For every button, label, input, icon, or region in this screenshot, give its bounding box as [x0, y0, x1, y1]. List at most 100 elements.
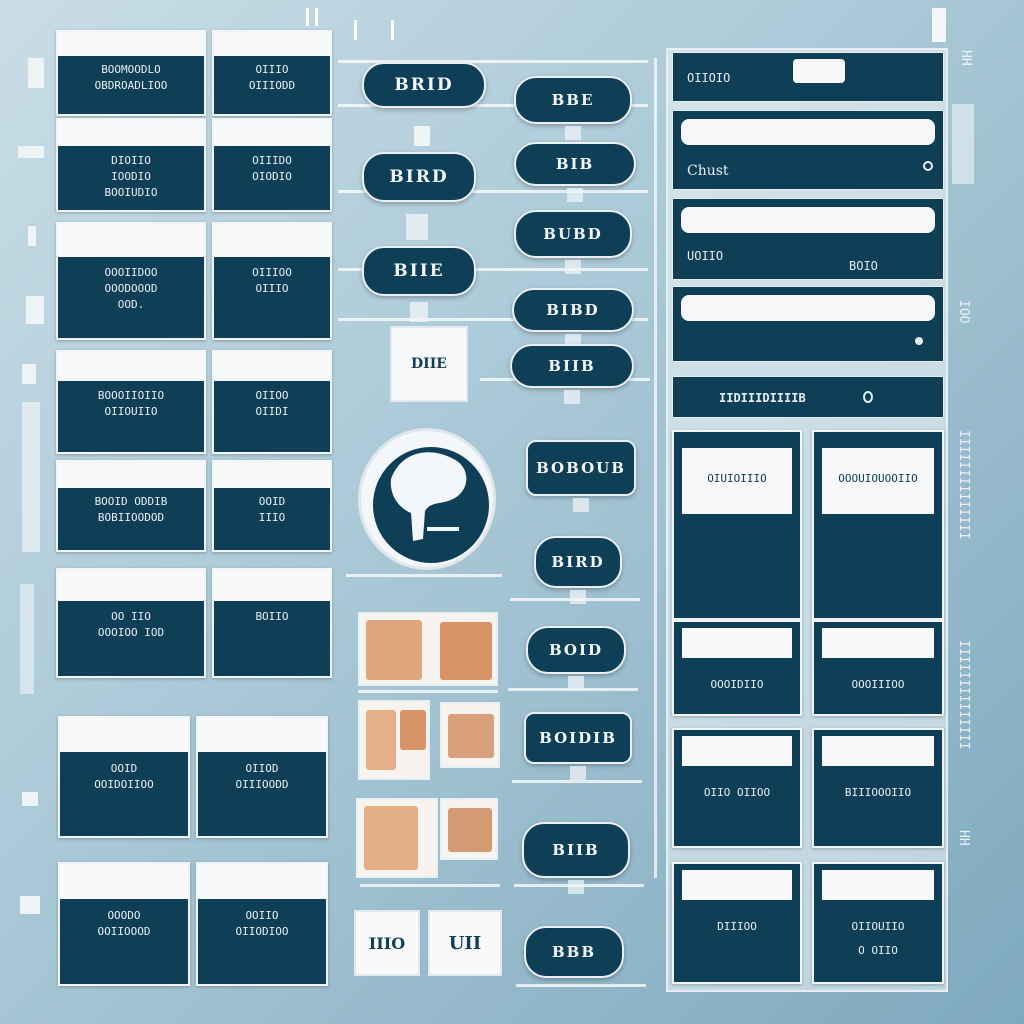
card-text: DIIIOO — [717, 920, 757, 933]
mini-label-card[interactable]: DIIE — [390, 326, 468, 402]
card-text: OOOUIOUOOIIO — [838, 472, 918, 485]
image-thumbnail[interactable] — [440, 798, 498, 860]
input-field[interactable] — [681, 295, 935, 321]
card-header — [214, 224, 330, 257]
glyph-tile[interactable]: IIIO — [354, 910, 420, 976]
panel-row[interactable]: UOIIO BOIO — [672, 198, 944, 280]
card-text: IIIO — [258, 511, 286, 524]
panel-card[interactable]: OOOIIIOO — [812, 620, 944, 716]
avatar[interactable] — [358, 428, 496, 570]
card-header — [822, 870, 934, 900]
card-header — [822, 448, 934, 514]
content-card-secondary[interactable]: OOID IIIO — [212, 460, 332, 552]
node-pill[interactable]: BBE — [514, 76, 632, 124]
content-card[interactable]: BOOOIIOIIO OIIOUIIO — [56, 350, 206, 454]
panel-card[interactable]: OIUIOIIIO — [672, 430, 802, 620]
card-text: OIUIOIIIO — [707, 472, 767, 485]
panel-card[interactable]: BIIIOOOIIO — [812, 728, 944, 848]
card-text: BOBIIOODOD — [97, 511, 165, 524]
connector-stub — [570, 766, 586, 780]
card-header — [822, 736, 934, 766]
panel-card[interactable]: OIIOUIIO O OIIO — [812, 862, 944, 984]
panel-toolbar[interactable]: IIDIIIDIIIIB — [672, 376, 944, 418]
node-pill[interactable]: BIIB — [510, 344, 634, 388]
row-dot — [923, 161, 933, 171]
card-text: O OIIO — [858, 944, 898, 957]
content-card[interactable]: OO IIO OOOIOO IOD — [56, 568, 206, 678]
thumb-swatch — [400, 710, 426, 750]
toolbar-label: IIDIIIDIIIIB — [719, 391, 806, 405]
card-header — [60, 718, 188, 752]
content-card-secondary[interactable]: OIIOO OIIDI — [212, 350, 332, 454]
left-edge-mark — [22, 402, 40, 552]
connector-stub — [565, 260, 581, 274]
card-text: OOIIOOOD — [97, 925, 151, 938]
panel-card[interactable]: OOOUIOUOOIIO — [812, 430, 944, 620]
card-text: OIODIO — [252, 170, 292, 183]
content-card-secondary[interactable]: OOIIO OIIODIOO — [196, 862, 328, 986]
node-pill[interactable]: BIB — [514, 142, 636, 186]
card-text: OO IIO — [111, 610, 151, 623]
card-header — [682, 736, 792, 766]
card-text: BOOMOODLO — [101, 63, 161, 76]
connector-line — [516, 984, 646, 987]
image-thumbnail[interactable] — [440, 702, 500, 768]
content-card-secondary[interactable]: OIIIOO OIIIO — [212, 222, 332, 340]
content-card[interactable]: OOID OOIDOIIOO — [58, 716, 190, 838]
card-header — [60, 864, 188, 899]
row-label: OIIOIO — [687, 71, 731, 85]
glyph-tile[interactable]: UII — [428, 910, 502, 976]
image-thumbnail[interactable] — [358, 612, 498, 686]
node-pill[interactable]: BBB — [524, 926, 624, 978]
panel-card[interactable]: OIIO OIIOO — [672, 728, 802, 848]
image-thumbnail[interactable] — [356, 798, 438, 878]
content-card-secondary[interactable]: BOIIO — [212, 568, 332, 678]
content-card[interactable]: BOOID ODDIB BOBIIOODOD — [56, 460, 206, 552]
top-marker — [306, 8, 318, 26]
node-pill[interactable]: BUBD — [514, 210, 632, 258]
connector-stub — [410, 302, 428, 322]
content-card[interactable]: OOODO OOIIOOOD — [58, 862, 190, 986]
thumb-swatch — [366, 710, 396, 770]
content-card-secondary[interactable]: OIIIO OIIIODD — [212, 30, 332, 116]
panel-row-header[interactable]: OIIOIO — [672, 52, 944, 102]
input-field[interactable] — [681, 207, 935, 233]
card-text: BIIIOOOIIO — [844, 786, 912, 799]
panel-card[interactable]: DIIIOO — [672, 862, 802, 984]
input-field[interactable] — [681, 119, 935, 145]
node-pill[interactable]: BRID — [362, 62, 486, 108]
node-pill[interactable]: BOIDIB — [524, 712, 632, 764]
node-pill[interactable]: BIIE — [362, 246, 476, 296]
panel-card[interactable]: OOOIDIIO — [672, 620, 802, 716]
panel-row[interactable] — [672, 286, 944, 362]
connector-stub — [567, 188, 583, 202]
edge-mark — [952, 104, 974, 184]
card-text: OIIIO — [255, 282, 289, 295]
content-card[interactable]: BOOMOODLO OBDROADLIOO — [56, 30, 206, 116]
node-pill[interactable]: BIBD — [512, 288, 634, 332]
connector-line — [360, 884, 500, 887]
card-text: OIIOO — [255, 389, 289, 402]
content-card-secondary[interactable]: OIIOD OIIIOODD — [196, 716, 328, 838]
panel-row[interactable]: Chust — [672, 110, 944, 190]
card-header — [58, 120, 204, 146]
card-text: OIIIDO — [252, 154, 292, 167]
card-text: IOODIO — [111, 170, 151, 183]
content-card-secondary[interactable]: OIIIDO OIODIO — [212, 118, 332, 212]
content-card[interactable]: DIOIIO IOODIO BOOIUDIO — [56, 118, 206, 212]
connector-line — [338, 190, 648, 193]
content-card[interactable]: OOOIIDOO OOODOOOD OOD. — [56, 222, 206, 340]
node-pill[interactable]: BIIB — [522, 822, 630, 878]
toolbar-dot — [863, 391, 873, 403]
connector-stub — [564, 390, 580, 404]
node-pill[interactable]: BOBOUB — [526, 440, 636, 496]
node-pill[interactable]: BIRD — [362, 152, 476, 202]
left-edge-mark — [20, 584, 34, 694]
node-pill[interactable]: BIRD — [534, 536, 622, 588]
image-thumbnail[interactable] — [358, 700, 430, 780]
card-text: OIIOUIIO — [104, 405, 158, 418]
left-edge-mark — [26, 296, 44, 324]
card-text: OOOIIIOO — [851, 678, 905, 691]
node-pill[interactable]: BOID — [526, 626, 626, 674]
card-text: OOIDOIIOO — [94, 778, 154, 791]
